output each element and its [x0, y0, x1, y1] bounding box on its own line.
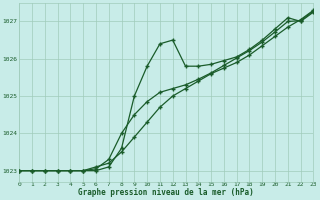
X-axis label: Graphe pression niveau de la mer (hPa): Graphe pression niveau de la mer (hPa)	[78, 188, 254, 197]
